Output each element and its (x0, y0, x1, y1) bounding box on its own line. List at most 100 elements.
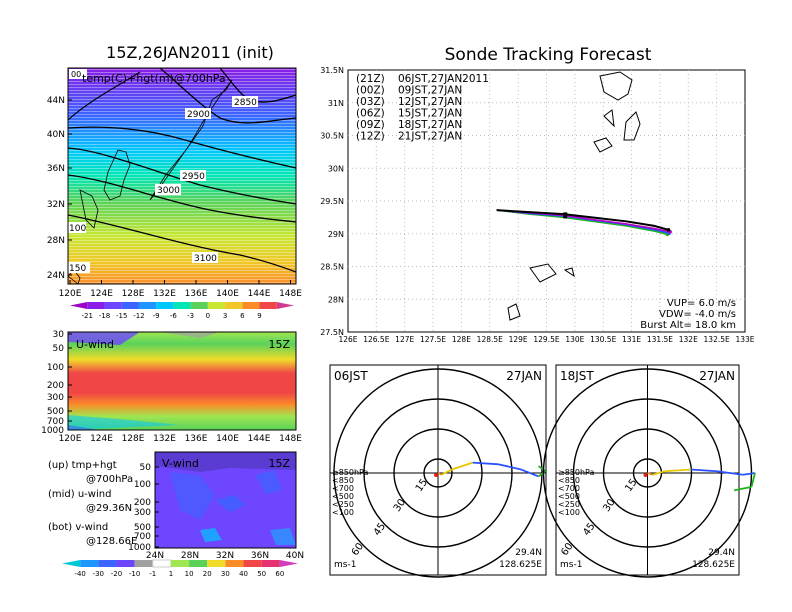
contour-label: 3100 (194, 254, 217, 264)
temp-map-lat-ticks: 44N 40N 36N 32N 28N 24N (47, 96, 72, 281)
lon-tick-label: 126E (338, 335, 357, 344)
lat-tick-label: 30.5N (320, 132, 344, 141)
u-wind-time: 15Z (268, 338, 290, 351)
hodograph-segment (520, 468, 539, 478)
legend-tag: (03Z) (356, 96, 385, 108)
colorbar-label: 50 (257, 570, 266, 578)
location-lat: 29.4N (515, 548, 542, 558)
wind-colorbar: -40 -30 -20 -10 -1 1 10 20 30 40 50 60 (62, 559, 298, 578)
left-panel-title: 15Z,26JAN2011 (init) (106, 43, 274, 62)
track-map-lon-ticks: 126E 126.5E 127E 127.5E 128E 128.5E 129E 129.5E… (338, 335, 754, 344)
polar-date: 27JAN (506, 369, 542, 383)
colorbar-swatch (87, 302, 105, 309)
hodograph-segment (733, 485, 752, 492)
lon-tick-label: 133E (735, 335, 754, 344)
level-label: <700 (332, 484, 354, 493)
colorbar-swatch (173, 302, 191, 309)
colorbar-swatch (276, 302, 294, 309)
lon-tick-label: 132E (153, 289, 176, 299)
colorbar-swatch (225, 302, 243, 309)
pressure-tick-label: 200 (47, 381, 64, 391)
hodograph-segment (537, 465, 547, 472)
colorbar-label: -1 (149, 570, 156, 578)
lat-tick-label: 36N (47, 164, 65, 174)
colorbar-swatch (170, 560, 190, 567)
colorbar-swatch (138, 302, 157, 309)
colorbar-label: 3 (223, 312, 227, 320)
lon-tick-label: 132.5E (704, 335, 730, 344)
pressure-tick-label: 1000 (41, 426, 64, 436)
pressure-tick-label: 300 (134, 508, 151, 518)
level-label: <500 (558, 492, 580, 501)
colorbar-swatch (261, 560, 280, 567)
lat-tick-label: 24N (146, 551, 164, 561)
colorbar-swatch (156, 302, 174, 309)
lat-tick-label: 27.5N (320, 328, 344, 337)
track-line (496, 209, 669, 231)
lat-tick-label: 40N (47, 130, 65, 140)
hodograph-segment (664, 468, 691, 473)
pressure-tick-label: 100 (134, 480, 151, 490)
lat-tick-label: 24N (47, 271, 65, 281)
legend-time: 18JST,27JAN (398, 119, 462, 131)
note-subline: @128.66E (86, 536, 137, 547)
unit-label: ms-1 (334, 560, 356, 570)
map-corner-label: 00 (71, 70, 81, 79)
colorbar-label: -21 (82, 312, 93, 320)
lat-tick-label: 28.5N (320, 263, 344, 272)
u-wind-title: U-wind (76, 338, 114, 351)
pressure-tick-label: 300 (47, 393, 64, 403)
hodograph-segment (750, 472, 756, 488)
lat-tick-label: 31.5N (320, 66, 344, 75)
colorbar-label: 30 (221, 570, 230, 578)
note-line: (bot) v-wind (48, 522, 108, 533)
surface-point (434, 473, 438, 477)
burst-marker (563, 212, 568, 219)
polar-title: 18JST (560, 369, 594, 383)
legend-tag: (06Z) (356, 108, 385, 120)
v-wind-lat-ticks: 24N 28N 32N 36N 40N (146, 551, 304, 561)
level-label: <500 (332, 492, 354, 501)
wind-rose-06jst: 06JST 27JAN15304560≥850hPa<850<700<500<25… (329, 364, 547, 578)
level-label: ≥850hPa (558, 468, 595, 477)
track-map-lat-ticks: 31.5N 31N 30.5N 30N 29.5N 29N 28.5N 28N 27.5N (320, 66, 344, 337)
colorbar-label: 9 (257, 312, 261, 320)
colorbar-swatch (243, 560, 262, 567)
colorbar-label: -15 (116, 312, 127, 320)
lon-tick-label: 124E (90, 434, 113, 444)
lon-tick-label: 128E (122, 434, 145, 444)
polar-date: 27JAN (699, 369, 735, 383)
colorbar-swatch (80, 560, 99, 567)
lat-tick-label: 44N (47, 96, 65, 106)
colorbar-swatch (225, 560, 244, 567)
lon-tick-label: 136E (185, 289, 208, 299)
lon-tick-label: 129E (509, 335, 528, 344)
v-wind-panel: V-wind 15Z (154, 451, 297, 549)
lon-tick-label: 128.5E (477, 335, 503, 344)
colorbar-label: -30 (93, 570, 104, 578)
colorbar-label: -18 (99, 312, 110, 320)
hodograph-segment (498, 463, 522, 471)
colorbar-label: -6 (170, 312, 178, 320)
contour-label: 2900 (187, 110, 210, 120)
polar-title: 06JST (334, 369, 368, 383)
colorbar-swatch (207, 560, 226, 567)
colorbar-swatch (70, 302, 88, 309)
colorbar-label: 60 (275, 570, 284, 578)
colorbar-swatch (279, 560, 298, 567)
lon-tick-label: 128E (122, 289, 145, 299)
lon-tick-label: 127.5E (420, 335, 446, 344)
hodograph-segment (441, 468, 453, 476)
legend-time: 12JST,27JAN (398, 96, 462, 108)
note-subline: @700hPa (86, 474, 133, 485)
legend-time: 09JST,27JAN (398, 85, 462, 97)
hodograph-segment (451, 461, 473, 471)
colorbar-swatch (242, 302, 260, 309)
colorbar-swatch (121, 302, 139, 309)
launch-parameter: Burst Alt= 18.0 km (640, 320, 736, 331)
level-label: <700 (558, 484, 580, 493)
lat-tick-label: 32N (216, 551, 234, 561)
